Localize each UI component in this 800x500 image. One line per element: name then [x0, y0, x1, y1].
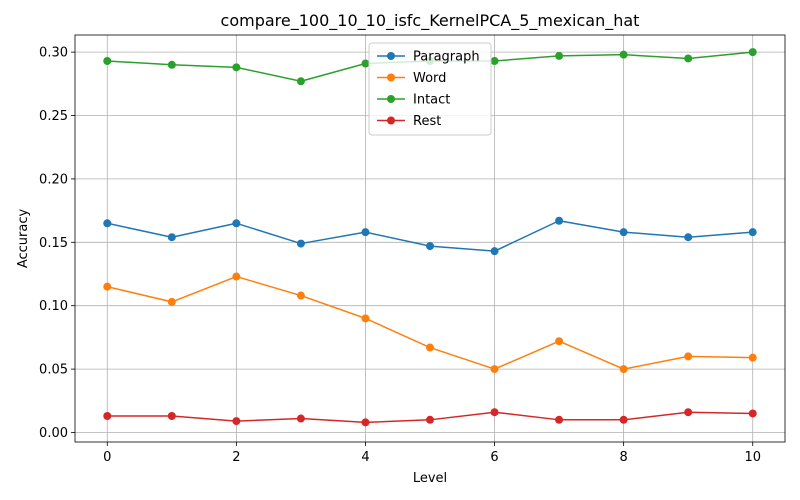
legend-box: [368, 42, 492, 136]
data-point-word: [684, 352, 693, 361]
data-point-word: [426, 343, 434, 352]
legend-label: Word: [413, 71, 446, 86]
data-point-word: [748, 353, 757, 362]
data-point-intact: [490, 56, 499, 65]
data-point-word: [232, 272, 241, 281]
data-point-intact: [684, 54, 693, 63]
legend-swatch-marker: [387, 52, 395, 60]
y-tick-label: 0.20: [39, 172, 68, 187]
data-point-paragraph: [361, 228, 370, 237]
y-tick-label: 0.00: [39, 426, 68, 441]
data-point-paragraph: [490, 247, 499, 256]
legend-label: Intact: [413, 93, 450, 108]
data-point-rest: [232, 417, 241, 426]
data-point-paragraph: [232, 219, 241, 228]
y-axis-label: Accuracy: [16, 209, 31, 269]
data-point-paragraph: [684, 233, 693, 242]
legend-item-rest: Rest: [377, 114, 441, 129]
data-point-word: [490, 365, 499, 374]
data-point-paragraph: [426, 242, 434, 251]
data-point-word: [619, 365, 628, 374]
data-point-paragraph: [103, 219, 112, 228]
data-point-word: [361, 314, 370, 323]
data-point-paragraph: [619, 228, 628, 237]
series-paragraph: [103, 216, 757, 256]
data-point-rest: [296, 414, 305, 423]
data-point-paragraph: [555, 216, 564, 225]
data-point-intact: [361, 59, 370, 68]
x-tick-label: 10: [744, 450, 761, 465]
data-point-intact: [103, 56, 112, 65]
y-tick-label: 0.05: [39, 363, 68, 378]
y-tick-label: 0.30: [39, 46, 68, 61]
legend-label: Paragraph: [413, 50, 480, 65]
y-axis-ticks: 0.00 0.05 0.10 0.15 0.20 0.25 0.30: [39, 46, 75, 441]
series-word: [103, 272, 757, 374]
data-point-word: [103, 282, 112, 291]
x-axis-label: Level: [413, 471, 447, 486]
data-point-paragraph: [748, 228, 757, 237]
data-point-intact: [167, 60, 176, 69]
x-tick-label: 6: [490, 450, 498, 465]
y-tick-label: 0.25: [39, 109, 68, 124]
x-tick-label: 4: [361, 450, 369, 465]
data-point-paragraph: [167, 233, 176, 242]
series-rest: [103, 408, 757, 427]
data-point-intact: [748, 48, 757, 57]
series-group: [103, 48, 757, 427]
data-point-rest: [167, 412, 176, 421]
y-tick-label: 0.10: [39, 299, 68, 314]
legend-swatch-marker: [387, 73, 395, 82]
data-point-rest: [555, 415, 564, 424]
data-point-rest: [619, 415, 628, 424]
chart-title: compare_100_10_10_isfc_KernelPCA_5_mexic…: [221, 11, 640, 31]
legend-swatch-marker: [387, 95, 395, 103]
y-tick-label: 0.15: [39, 236, 68, 251]
legend-label: Rest: [413, 114, 441, 129]
data-point-intact: [296, 77, 305, 86]
legend-swatch-marker: [387, 116, 395, 125]
data-point-intact: [619, 50, 628, 59]
data-point-paragraph: [296, 239, 305, 248]
legend-item-intact: Intact: [377, 93, 450, 108]
data-point-word: [555, 337, 564, 346]
data-point-intact: [555, 51, 564, 60]
x-tick-label: 8: [619, 450, 627, 465]
legend: Paragraph Word Intact Rest: [368, 42, 492, 136]
data-point-word: [296, 291, 305, 300]
data-point-rest: [426, 415, 434, 424]
data-point-rest: [361, 418, 370, 427]
legend-item-paragraph: Paragraph: [377, 50, 480, 65]
data-point-intact: [232, 63, 241, 72]
data-point-rest: [490, 408, 499, 417]
legend-item-word: Word: [377, 71, 446, 86]
data-point-word: [167, 297, 176, 306]
data-point-rest: [684, 408, 693, 417]
data-point-rest: [748, 409, 757, 418]
x-tick-label: 0: [103, 450, 111, 465]
x-axis-ticks: 0 2 4 6 8 10: [103, 442, 761, 465]
data-point-rest: [103, 412, 112, 421]
x-tick-label: 2: [232, 450, 240, 465]
plot-frame: [74, 34, 786, 443]
